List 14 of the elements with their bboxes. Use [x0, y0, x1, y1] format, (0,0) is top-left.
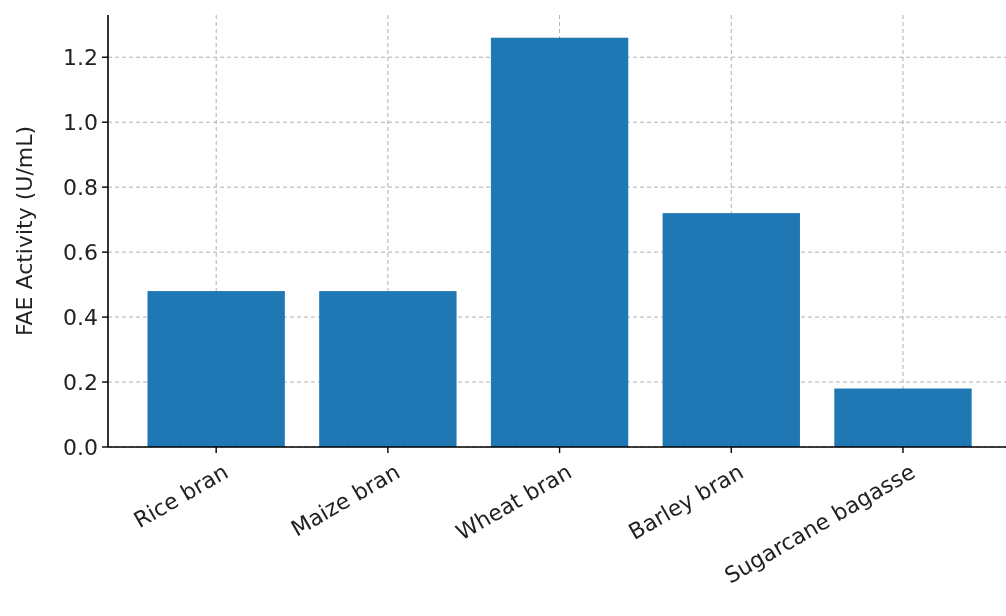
- bar: [319, 291, 457, 447]
- y-tick-label: 1.2: [63, 44, 98, 70]
- bar: [834, 388, 972, 447]
- y-tick-label: 0.2: [63, 369, 98, 395]
- bar: [662, 213, 800, 447]
- bar: [147, 291, 285, 447]
- y-tick-label: 0.4: [63, 304, 98, 330]
- y-tick-label: 0.0: [63, 434, 98, 460]
- y-tick-label: 1.0: [63, 109, 98, 135]
- x-tick-label: Rice bran: [129, 459, 233, 533]
- y-tick-label: 0.8: [63, 174, 98, 200]
- y-tick-label: 0.6: [63, 239, 98, 265]
- y-axis-title: FAE Activity (U/mL): [12, 125, 37, 337]
- bar: [490, 37, 629, 447]
